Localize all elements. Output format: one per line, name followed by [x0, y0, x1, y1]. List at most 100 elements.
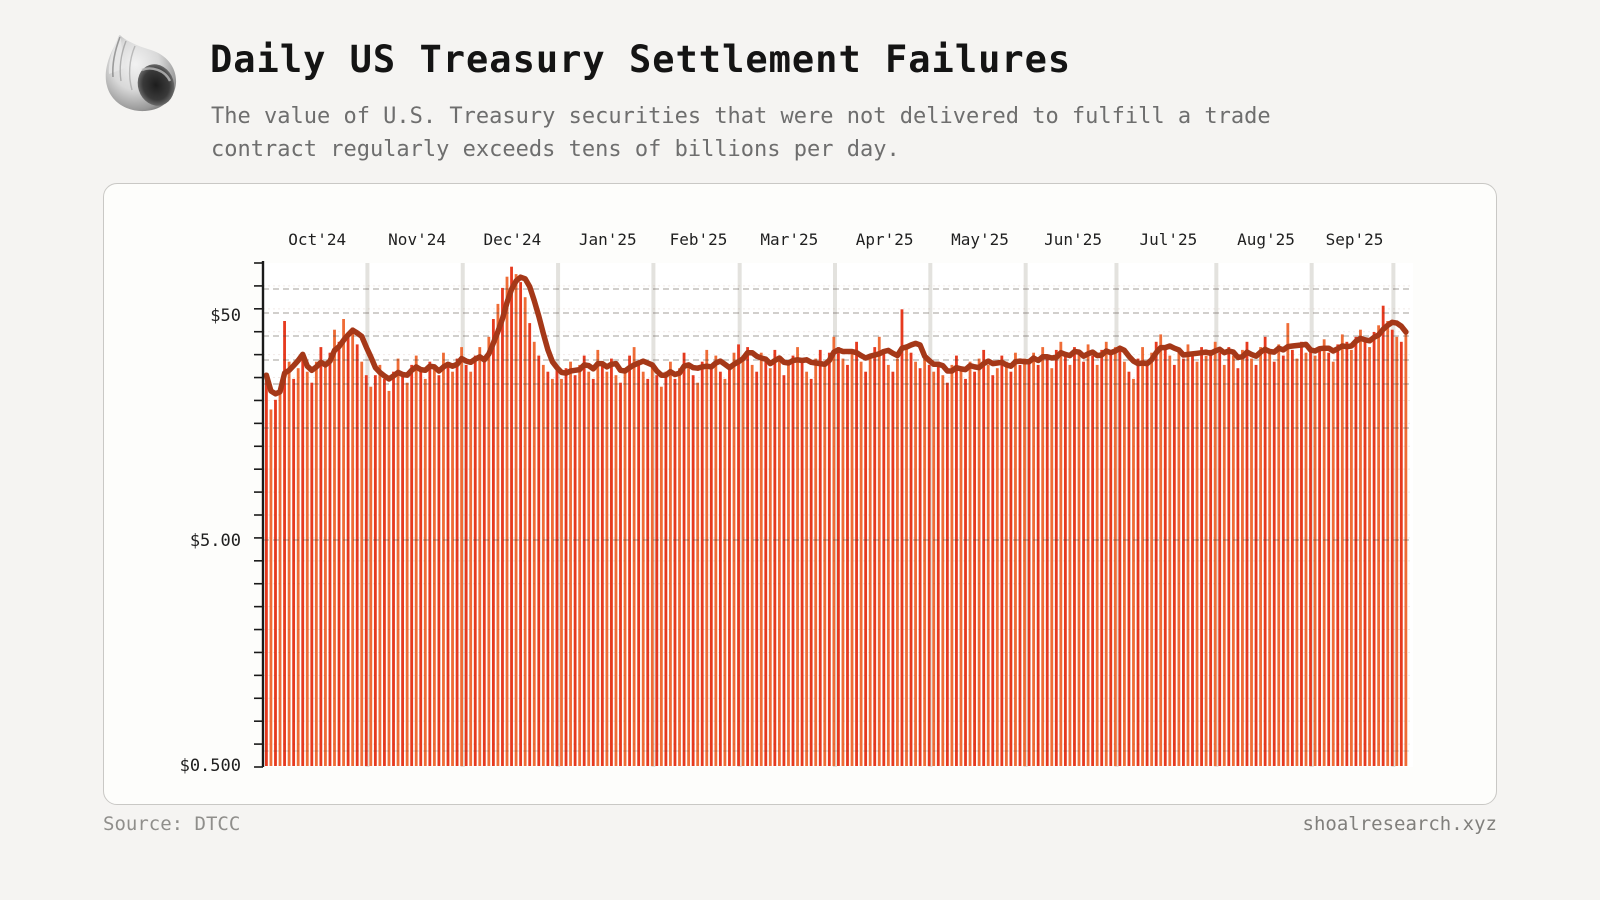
footer: Source: DTCC shoalresearch.xyz [103, 804, 1497, 844]
daily-bar [310, 382, 314, 766]
daily-bar [809, 378, 813, 766]
site-label: shoalresearch.xyz [1302, 813, 1497, 835]
daily-bar [569, 361, 572, 766]
daily-bar [1286, 323, 1290, 766]
daily-bar [582, 355, 586, 766]
x-month-label: Oct'24 [288, 230, 346, 249]
daily-bar [973, 371, 976, 766]
daily-bar [1086, 344, 1090, 766]
daily-bar [1231, 355, 1235, 766]
daily-bar [1050, 368, 1054, 766]
daily-bar [900, 309, 904, 766]
daily-bar [1036, 364, 1040, 766]
daily-bar [646, 378, 650, 766]
daily-bar [587, 371, 591, 766]
daily-bar [945, 382, 949, 766]
daily-bar [1381, 305, 1385, 766]
daily-bar [723, 378, 727, 766]
subtitle-line-2: contract regularly exceeds tens of billi… [211, 137, 900, 162]
daily-bar [1091, 355, 1095, 766]
daily-bar [1032, 352, 1036, 766]
x-month-label: Sep'25 [1326, 230, 1384, 249]
y-tick-label: $0.500 [180, 756, 241, 776]
daily-bar [886, 364, 890, 766]
daily-bar [1141, 347, 1144, 766]
daily-bar [1059, 341, 1063, 766]
page-title: Daily US Treasury Settlement Failures [210, 38, 1072, 81]
daily-bar [387, 390, 391, 766]
daily-bar [628, 355, 631, 766]
daily-bar [283, 321, 286, 766]
x-month-label: Mar'25 [760, 230, 818, 249]
shell-logo [95, 28, 183, 120]
daily-bar [1041, 347, 1045, 766]
daily-bar [314, 361, 318, 766]
daily-bar [1068, 364, 1072, 766]
daily-bar [333, 329, 336, 766]
daily-bar [419, 371, 423, 766]
x-month-label: Feb'25 [670, 230, 728, 249]
daily-bar [1395, 336, 1399, 766]
daily-bar [732, 352, 736, 766]
daily-bar [1177, 349, 1181, 766]
daily-bar [864, 371, 868, 766]
daily-bar [896, 358, 899, 766]
daily-bar [410, 364, 414, 766]
daily-bar [991, 375, 995, 766]
daily-bar [741, 355, 745, 766]
daily-bar [1077, 352, 1081, 766]
daily-bar [1200, 347, 1203, 766]
x-month-label: Aug'25 [1237, 230, 1295, 249]
daily-bar [482, 361, 486, 766]
chart-card: $50 $5.00 $0.500 Oct'24 Nov'24 Dec'24 Jan'25 Fe… [103, 183, 1497, 805]
daily-bar [378, 364, 382, 766]
daily-bar [1404, 332, 1408, 766]
daily-bar [274, 399, 277, 766]
daily-bar [578, 364, 582, 766]
daily-bar [383, 378, 386, 766]
daily-bar [882, 349, 886, 766]
x-month-label: May'25 [951, 230, 1009, 249]
x-month-label: Dec'24 [484, 230, 542, 249]
subtitle-line-1: The value of U.S. Treasury securities th… [211, 104, 1271, 129]
daily-bar [605, 371, 609, 766]
daily-bar [346, 334, 350, 766]
daily-bar [1290, 349, 1294, 766]
daily-bar [905, 344, 908, 766]
daily-bar [487, 336, 491, 766]
daily-bar [1354, 336, 1358, 766]
daily-bar [941, 375, 945, 766]
daily-bar [1195, 361, 1199, 766]
daily-bar [1172, 364, 1176, 766]
daily-bar [1082, 361, 1085, 766]
daily-bar [1213, 341, 1217, 766]
daily-bar [1322, 339, 1326, 766]
daily-bar [968, 361, 972, 766]
daily-bar [814, 358, 818, 766]
daily-bar [1145, 364, 1149, 766]
daily-bar [523, 297, 527, 766]
daily-bar [392, 371, 395, 766]
daily-bar [914, 361, 917, 766]
x-month-label: Jul'25 [1139, 230, 1197, 249]
x-month-label: Nov'24 [388, 230, 446, 249]
daily-bar [995, 368, 999, 766]
daily-bar [818, 349, 822, 766]
daily-bar [768, 368, 772, 766]
daily-bar [687, 364, 690, 766]
daily-bar [1359, 329, 1362, 766]
daily-bar [705, 349, 709, 766]
daily-bar [1349, 349, 1353, 766]
daily-bar [337, 341, 341, 766]
daily-bar [800, 361, 804, 766]
daily-bar [1150, 352, 1154, 766]
daily-bar [1399, 341, 1403, 766]
daily-bar [541, 364, 545, 766]
daily-bar [596, 349, 600, 766]
daily-bar [1250, 358, 1253, 766]
daily-bar [496, 303, 500, 766]
daily-bar [1063, 355, 1067, 766]
daily-bar [437, 375, 441, 766]
daily-bar [355, 344, 359, 766]
daily-bar [955, 355, 958, 766]
